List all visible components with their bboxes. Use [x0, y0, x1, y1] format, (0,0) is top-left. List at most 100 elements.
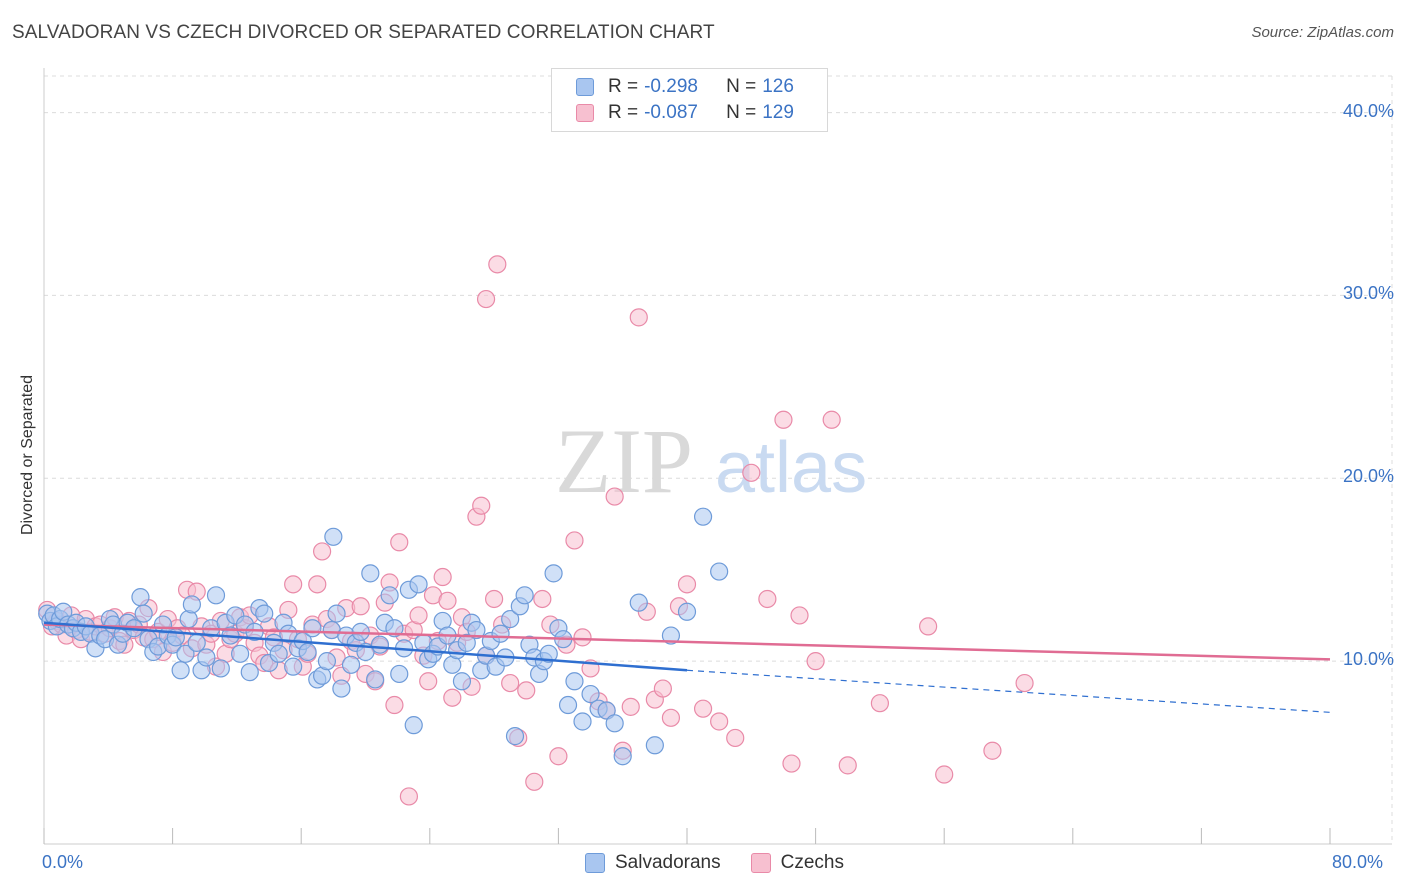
- salvadoran-point: [197, 648, 216, 667]
- n-label: N =: [726, 76, 757, 97]
- y-tick-label: 40.0%: [1342, 100, 1394, 121]
- salvadoran-points: [38, 507, 729, 766]
- czech-point: [438, 591, 457, 610]
- salvadoran-point: [332, 679, 351, 698]
- salvadoran-point: [452, 672, 472, 691]
- czech-point: [774, 410, 793, 429]
- czech-point: [782, 754, 801, 773]
- r-label: R =: [608, 76, 639, 97]
- n-label: N =: [726, 102, 757, 123]
- czech-point: [472, 496, 491, 515]
- salvadoran-point: [366, 670, 385, 689]
- x-tick-min: 0.0%: [42, 852, 84, 872]
- czech-point: [399, 787, 419, 806]
- salvadoran-point: [341, 655, 361, 674]
- czech-point: [351, 597, 370, 616]
- salvadoran-point: [573, 712, 592, 731]
- czech-point: [822, 410, 841, 429]
- czech-point: [935, 765, 954, 784]
- pink-swatch-icon: [576, 104, 594, 122]
- salvadoran-point: [677, 602, 697, 621]
- y-axis-label: Divorced or Separated: [19, 374, 36, 536]
- czech-point: [390, 533, 409, 552]
- czech-point: [710, 712, 729, 731]
- salvadoran-point: [176, 644, 195, 663]
- czech-point: [629, 308, 648, 327]
- legend-item-salvadorans[interactable]: Salvadorans: [585, 852, 721, 874]
- salvadoran-point: [565, 672, 584, 691]
- x-tick-max: 80.0%: [1332, 852, 1384, 872]
- czech-point: [838, 756, 857, 775]
- czech-point: [433, 567, 452, 587]
- czech-point: [485, 589, 504, 609]
- salvadoran-point: [597, 701, 616, 720]
- czech-point: [312, 542, 332, 561]
- salvadoran-point: [327, 604, 346, 623]
- salvadoran-point: [324, 527, 343, 546]
- r-value: -0.087: [644, 102, 698, 123]
- y-tick-label: 10.0%: [1342, 649, 1394, 670]
- pink-swatch-icon: [750, 853, 771, 873]
- czech-point: [573, 628, 592, 647]
- czech-point: [385, 695, 404, 715]
- chart-title: SALVADORAN VS CZECH DIVORCED OR SEPARATE…: [12, 22, 715, 43]
- czech-point: [758, 589, 777, 609]
- czech-point: [565, 531, 584, 550]
- czech-point: [790, 606, 809, 625]
- salvadoran-point: [298, 642, 317, 662]
- czech-point: [419, 672, 438, 691]
- salvadoran-point: [303, 619, 322, 638]
- salvadoran-point: [501, 609, 520, 629]
- r-value: -0.298: [644, 76, 698, 97]
- czech-point: [284, 575, 303, 594]
- czech-point: [693, 699, 713, 718]
- salvadoran-point: [231, 644, 250, 663]
- czech-point: [517, 681, 536, 700]
- stats-legend: R = -0.298 N = 126 R = -0.087 N = 129: [551, 68, 828, 132]
- y-tick-label: 30.0%: [1342, 283, 1394, 304]
- r-label: R =: [608, 102, 639, 123]
- czech-point: [605, 487, 624, 506]
- salvadoran-point: [361, 564, 380, 583]
- salvadoran-point: [317, 652, 337, 671]
- trend-lines: [43, 621, 1331, 713]
- salvadoran-point: [131, 588, 150, 607]
- czech-point: [661, 708, 681, 727]
- czech-point: [488, 255, 507, 274]
- salvadoran-point: [240, 663, 259, 682]
- czech-point: [476, 289, 496, 309]
- salvadoran-point: [370, 635, 390, 654]
- legend-item-czechs[interactable]: Czechs: [750, 852, 844, 874]
- salvadoran-point: [505, 727, 525, 746]
- salvadoran-point: [187, 633, 206, 652]
- legend-row-salvadorans: R = -0.298 N = 126: [576, 75, 794, 99]
- salvadoran-point: [284, 657, 303, 676]
- salvadoran-point: [544, 564, 563, 583]
- salvadoran-point: [581, 684, 600, 704]
- czech-point: [806, 652, 825, 671]
- salvadoran-point: [134, 604, 153, 623]
- salvadoran-point: [279, 624, 298, 643]
- salvadoran-point: [269, 644, 288, 663]
- salvadoran-point: [409, 575, 428, 594]
- salvadoran-trend-extension: [686, 669, 1331, 713]
- salvadoran-point: [539, 644, 558, 663]
- salvadoran-point: [457, 633, 476, 652]
- czech-point: [549, 747, 568, 766]
- salvadoran-point: [661, 626, 681, 645]
- salvadoran-point: [645, 736, 664, 755]
- czech-point: [443, 688, 462, 707]
- salvadoran-point: [558, 695, 578, 715]
- blue-swatch-icon: [585, 853, 605, 873]
- salvadoran-point: [255, 604, 274, 623]
- salvadoran-point: [613, 747, 632, 766]
- y-tick-label: 20.0%: [1342, 466, 1394, 487]
- watermark: ZIP atlas: [555, 410, 867, 512]
- salvadoran-point: [182, 595, 201, 614]
- salvadoran-point: [404, 716, 423, 735]
- czech-point: [501, 673, 520, 693]
- legend-label: Czechs: [780, 852, 844, 873]
- salvadoran-point: [211, 659, 230, 678]
- salvadoran-point: [693, 507, 713, 526]
